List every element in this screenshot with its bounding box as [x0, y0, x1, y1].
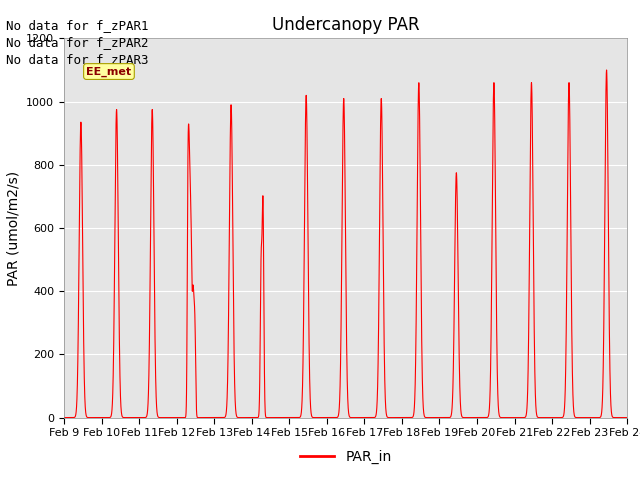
Text: No data for f_zPAR2: No data for f_zPAR2: [6, 36, 149, 49]
Title: Undercanopy PAR: Undercanopy PAR: [272, 16, 419, 34]
Text: EE_met: EE_met: [86, 66, 132, 77]
Y-axis label: PAR (umol/m2/s): PAR (umol/m2/s): [6, 170, 20, 286]
Legend: PAR_in: PAR_in: [294, 444, 397, 469]
Text: No data for f_zPAR3: No data for f_zPAR3: [6, 53, 149, 66]
Text: No data for f_zPAR1: No data for f_zPAR1: [6, 19, 149, 32]
